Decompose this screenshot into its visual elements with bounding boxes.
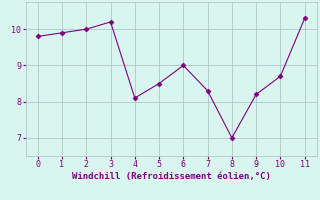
X-axis label: Windchill (Refroidissement éolien,°C): Windchill (Refroidissement éolien,°C) <box>72 172 271 181</box>
